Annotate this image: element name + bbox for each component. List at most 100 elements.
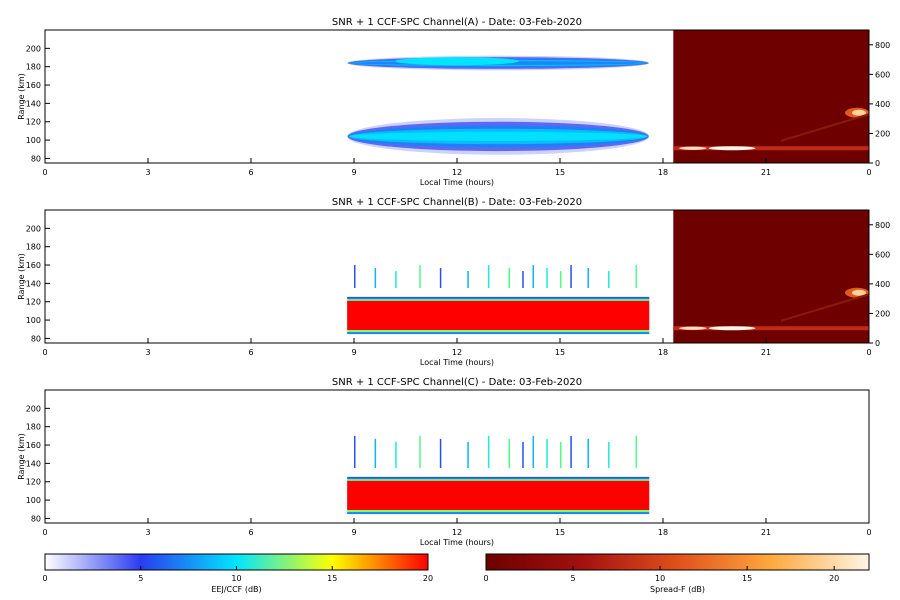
chart-panel-1: SNR + 1 CCF-SPC Channel(A) - Date: 03-Fe… [17,17,890,187]
colorbar-tick-label: 20 [423,574,433,583]
spread-f-feature-1b [679,326,707,330]
colorbar-label: EEJ/CCF (dB) [211,585,261,594]
colorbar-label: Spread-F (dB) [650,585,705,594]
x-tick-label: 9 [351,168,356,177]
y-tick-label: 100 [26,316,41,325]
y-tick-label: 200 [26,224,41,233]
y-axis-label: Range (km) [17,433,26,480]
plume-streak [508,438,510,468]
right-axis-tick-label: 800 [875,41,890,50]
plume-streak [546,268,548,288]
plume-streak [439,268,442,288]
plume-streak [608,441,610,468]
y-axis-label: Range (km) [17,73,26,120]
y-tick-label: 180 [26,63,41,72]
y-tick-label: 180 [26,243,41,252]
spread-f-feature-1 [708,326,756,331]
plume-streak [560,271,562,288]
y-tick-label: 120 [26,118,41,127]
plume-streak [560,441,562,468]
right-axis-tick-label: 0 [875,159,880,168]
right-axis-tick-label: 200 [875,129,890,138]
y-tick-label: 160 [26,261,41,270]
y-tick-label: 180 [26,423,41,432]
x-tick-label: 6 [248,168,253,177]
x-axis-label: Local Time (hours) [420,178,494,187]
plume-streak [439,438,442,468]
spread-f-feature-1 [708,146,756,151]
plume-streak [487,265,490,288]
plume-streak [608,271,610,288]
band-edge-bottom-inner [347,332,650,335]
y-axis-label: Range (km) [17,253,26,300]
x-tick-label: 3 [145,528,150,537]
x-tick-label: 21 [761,348,771,357]
plume-streak [487,435,490,468]
right-axis-tick-label: 800 [875,221,890,230]
plume-streak [419,265,421,288]
colorbar-tick-label: 15 [742,574,752,583]
band-edge-bottom-inner [347,512,650,515]
x-tick-label: 12 [452,528,462,537]
echo-region-1 [347,480,650,511]
spread-f-layer [673,326,869,331]
x-tick-label: 0 [866,348,871,357]
colorbar-tick-label: 15 [327,574,337,583]
band-edge-top [347,476,650,479]
band-edge-top-inner [347,478,650,481]
plume-streak [467,271,469,288]
plume-streak [570,435,572,468]
colorbar-tick-label: 10 [231,574,241,583]
band-edge-bottom [347,330,650,333]
x-tick-label: 3 [145,348,150,357]
spread-f-feature-2-core [852,109,866,116]
chart-panel-3: SNR + 1 CCF-SPC Channel(C) - Date: 03-Fe… [17,377,872,547]
right-axis-tick-label: 600 [875,250,890,259]
plume-streak [419,435,421,468]
colorbar-tick-label: 5 [138,574,143,583]
x-tick-label: 0 [42,528,47,537]
x-tick-label: 12 [452,168,462,177]
band-edge-top-inner [347,298,650,301]
y-tick-label: 160 [26,81,41,90]
plume-streak [354,265,356,288]
plume-streak [395,271,397,288]
spread-f-background [673,30,869,163]
spread-f-layer [673,146,869,151]
plume-streak [570,265,572,288]
x-axis-label: Local Time (hours) [420,538,494,547]
y-tick-label: 80 [31,514,41,523]
spread-f-background [673,210,869,343]
colorbar-2: 0 5 10 15 20 Spread-F (dB) [483,553,870,594]
x-tick-label: 0 [866,528,871,537]
x-tick-label: 0 [42,168,47,177]
plume-streak [467,441,469,468]
echo-region-1 [347,300,650,331]
spread-f-inset [673,210,870,343]
x-tick-label: 18 [658,528,668,537]
x-tick-label: 6 [248,528,253,537]
y-tick-label: 80 [31,334,41,343]
x-tick-label: 21 [761,168,771,177]
colorbar-tick-label: 10 [655,574,665,583]
chart-title: SNR + 1 CCF-SPC Channel(A) - Date: 03-Fe… [332,17,582,28]
plume-streak [522,271,524,288]
plume-streak [587,438,589,468]
x-tick-label: 0 [866,168,871,177]
colorbar-1: 0 5 10 15 20 EEJ/CCF (dB) [42,553,433,594]
x-tick-label: 18 [658,348,668,357]
spread-f-feature-1b [679,146,707,150]
y-tick-label: 200 [26,44,41,53]
echo-layer-5 [349,131,648,141]
plume-streak [587,268,589,288]
x-tick-label: 0 [42,348,47,357]
chart-title: SNR + 1 CCF-SPC Channel(B) - Date: 03-Fe… [332,197,582,208]
x-axis-label: Local Time (hours) [420,358,494,367]
y-tick-label: 120 [26,298,41,307]
plume-streak [395,441,397,468]
plume-streak [508,268,510,288]
band-edge-bottom [347,510,650,513]
colorbar-tick-label: 20 [829,574,839,583]
right-axis-tick-label: 0 [875,339,880,348]
